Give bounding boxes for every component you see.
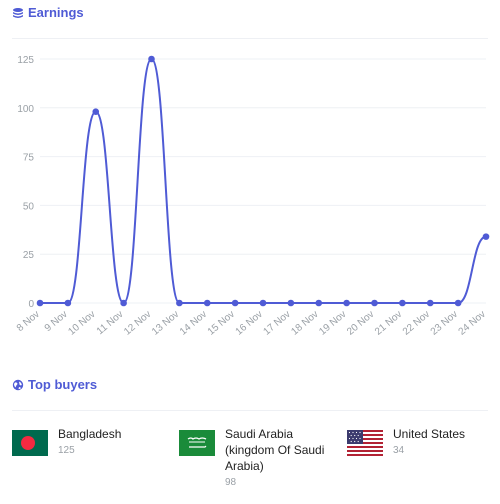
- x-tick-label: 23 Nov: [429, 309, 460, 338]
- x-tick-label: 15 Nov: [206, 309, 237, 338]
- data-point: [203, 299, 211, 307]
- y-tick-label: 0: [28, 299, 34, 310]
- buyer-count: 125: [58, 445, 75, 456]
- x-tick-label: 24 Nov: [457, 309, 488, 338]
- y-tick-label: 50: [23, 201, 35, 212]
- data-point: [120, 299, 127, 307]
- y-tick-label: 25: [23, 250, 35, 261]
- earnings-header: Earnings: [12, 5, 84, 20]
- y-tick-label: 125: [17, 55, 34, 66]
- data-point: [36, 299, 44, 307]
- data-point: [64, 299, 72, 307]
- data-point: [482, 233, 490, 240]
- x-tick-label: 16 Nov: [234, 309, 265, 338]
- data-point: [231, 299, 239, 307]
- earnings-series-line: [40, 57, 487, 305]
- divider: [12, 38, 488, 39]
- coins-icon: [13, 7, 23, 18]
- data-point: [287, 299, 295, 307]
- x-tick-label: 14 Nov: [178, 309, 209, 338]
- buyer-item-united-states: United States 34: [347, 426, 465, 456]
- x-tick-label: 22 Nov: [401, 309, 432, 338]
- buyer-count: 34: [393, 445, 405, 456]
- data-point: [92, 108, 100, 116]
- data-point: [371, 299, 378, 307]
- x-tick-label: 10 Nov: [66, 309, 97, 338]
- y-tick-label: 100: [17, 104, 34, 115]
- x-tick-label: 18 Nov: [289, 309, 320, 338]
- x-tick-label: 21 Nov: [373, 309, 404, 338]
- buyer-country: United States: [393, 427, 466, 441]
- buyer-item-bangladesh: Bangladesh 125: [12, 426, 121, 456]
- buyer-count: 98: [225, 477, 237, 488]
- buyer-country: Bangladesh: [58, 427, 122, 441]
- data-point: [259, 299, 267, 307]
- x-tick-label: 13 Nov: [150, 309, 181, 338]
- x-tick-label: 11 Nov: [95, 309, 126, 337]
- top-buyers-list: Bangladesh 125 Saudi Arabia (kingdom Of …: [0, 426, 500, 504]
- top-buyers-title: Top buyers: [28, 377, 98, 392]
- globe-icon: [12, 379, 24, 390]
- buyer-country: Saudi Arabia (kingdom Of Saudi Arabia): [225, 427, 325, 473]
- buyer-item-saudi-arabia: Saudi Arabia (kingdom Of Saudi Arabia) 9…: [179, 426, 339, 488]
- data-point: [454, 299, 462, 307]
- earnings-title: Earnings: [28, 5, 84, 20]
- x-tick-label: 17 Nov: [261, 309, 292, 338]
- saudi-arabia-flag-icon: [179, 430, 215, 456]
- x-tick-label: 19 Nov: [317, 309, 348, 338]
- data-point: [176, 299, 183, 307]
- data-point: [148, 55, 155, 63]
- data-point: [426, 299, 434, 307]
- y-tick-label: 75: [23, 153, 35, 164]
- x-tick-label: 20 Nov: [345, 309, 376, 338]
- data-point: [399, 299, 406, 307]
- data-point: [315, 299, 323, 307]
- divider: [12, 410, 488, 411]
- x-tick-label: 8 Nov: [15, 309, 42, 334]
- x-tick-label: 12 Nov: [122, 309, 153, 338]
- data-point: [343, 299, 350, 307]
- united-states-flag-icon: [347, 430, 383, 456]
- x-tick-label: 9 Nov: [43, 309, 70, 334]
- bangladesh-flag-icon: [12, 430, 48, 456]
- top-buyers-header: Top buyers: [12, 377, 97, 392]
